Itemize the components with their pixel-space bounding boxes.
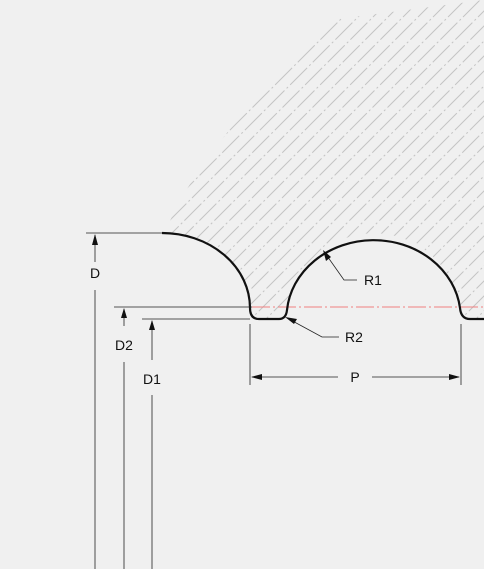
hatch-line	[162, 0, 286, 318]
hatch-line	[0, 0, 120, 569]
hatch-line	[162, 0, 346, 318]
hatch-line	[0, 0, 105, 569]
hatch-line	[162, 0, 376, 318]
radius-label-r2: R2	[345, 329, 363, 345]
dimension-arrow-p-left	[251, 374, 262, 380]
hatch-line	[0, 0, 75, 569]
leader-arrow-r1	[323, 250, 331, 261]
hatch-line	[162, 0, 226, 318]
hatch-line	[314, 0, 484, 318]
radius-label-r1: R1	[364, 272, 382, 288]
dimension-label-p: P	[350, 369, 359, 385]
dimension-arrow-d	[92, 234, 98, 245]
hatch-line	[162, 0, 316, 318]
hatch-line	[162, 0, 256, 318]
thread-profile-outline	[161, 231, 484, 321]
hatch-line	[209, 0, 484, 318]
dimension-label-d1: D1	[143, 371, 161, 387]
hatch-line	[162, 0, 421, 318]
leader-line-r2	[286, 317, 339, 338]
hatch-line	[162, 0, 484, 318]
hatch-line	[194, 0, 484, 318]
hatch-line	[0, 0, 135, 569]
hatch-line	[329, 0, 484, 318]
hatch-line	[162, 0, 361, 318]
hatch-line	[162, 0, 271, 318]
hatch-line	[164, 0, 484, 318]
hatch-line	[0, 0, 60, 569]
hatch-line	[179, 0, 484, 318]
hatch-line	[0, 0, 15, 569]
hatch-line	[162, 0, 166, 318]
leader-arrow-r2	[285, 317, 297, 324]
hatch-line	[162, 0, 196, 318]
hatch-line	[162, 0, 484, 318]
hatch-line	[162, 0, 484, 318]
hatch-line	[162, 0, 391, 318]
hatch-line	[162, 0, 484, 318]
hatch-line	[299, 0, 484, 318]
hatch-line	[162, 0, 406, 318]
hatch-line	[162, 0, 484, 318]
hatch-line	[162, 0, 466, 318]
hatch-line	[284, 0, 484, 318]
dimension-arrow-d2	[121, 308, 127, 318]
hatch-line	[162, 0, 451, 318]
hatch-line	[389, 0, 484, 318]
leader-line-r1	[324, 252, 357, 281]
hatch-line	[0, 0, 90, 569]
hatch-line	[162, 0, 436, 318]
hatch-line	[162, 0, 181, 318]
hatch-line	[162, 0, 484, 318]
dimension-label-d2: D2	[115, 337, 133, 353]
hatch-line	[239, 0, 484, 318]
dimension-arrow-d1	[149, 320, 155, 330]
hatch-line	[162, 0, 484, 318]
hatch-line	[374, 0, 484, 318]
dimension-label-d: D	[90, 265, 100, 281]
hatch-line	[162, 0, 211, 318]
hatch-line	[162, 0, 331, 318]
hatch-line	[404, 0, 484, 318]
hatch-line	[162, 0, 484, 318]
hatch-line	[0, 0, 150, 569]
hatch-line	[224, 0, 484, 318]
hatch-line	[0, 0, 30, 569]
hatch-line	[162, 0, 241, 318]
hatch-line	[449, 0, 484, 318]
hatch-line	[0, 0, 45, 569]
dimension-arrow-p-right	[449, 374, 460, 380]
hatch-line	[434, 0, 484, 318]
